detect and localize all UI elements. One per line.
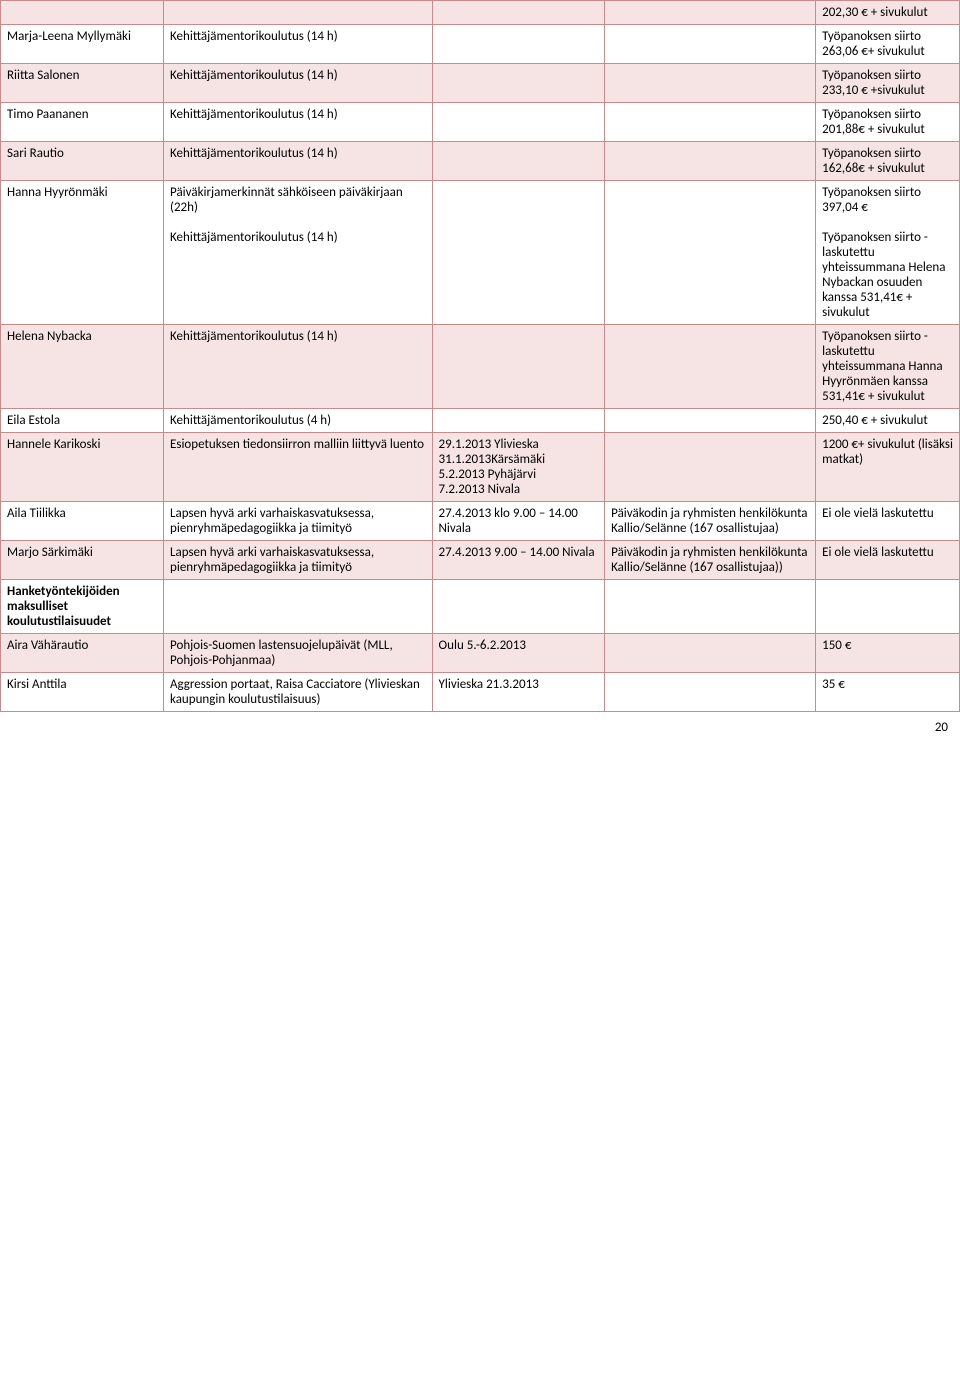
table-row: Aira VähärautioPohjois-Suomen lastensuoj… [1,634,960,673]
table-cell: Ylivieska 21.3.2013 [432,673,605,712]
table-cell [605,1,816,25]
table-cell: Kehittäjämentorikoulutus (14 h) [164,64,433,103]
data-table: 202,30 € + sivukulutMarja-Leena Myllymäk… [0,0,960,712]
table-cell: Riitta Salonen [1,64,164,103]
table-cell: Hanna Hyyrönmäki [1,181,164,325]
table-cell [605,433,816,502]
table-cell [432,580,605,634]
table-cell: Työpanoksen siirto 397,04 €Työpanoksen s… [816,181,960,325]
page-number: 20 [0,712,960,735]
table-row: Kirsi AnttilaAggression portaat, Raisa C… [1,673,960,712]
table-row: 202,30 € + sivukulut [1,1,960,25]
table-cell: Aila Tiilikka [1,502,164,541]
table-cell [605,325,816,409]
table-cell: Marjo Särkimäki [1,541,164,580]
table-cell [605,673,816,712]
table-cell: 150 € [816,634,960,673]
table-cell: Työpanoksen siirto 201,88€ + sivukulut [816,103,960,142]
table-cell: Oulu 5.-6.2.2013 [432,634,605,673]
table-row: Riitta SalonenKehittäjämentorikoulutus (… [1,64,960,103]
table-cell: Esiopetuksen tiedonsiirron malliin liitt… [164,433,433,502]
table-cell [605,103,816,142]
table-cell: Päiväkirjamerkinnät sähköiseen päiväkirj… [164,181,433,325]
table-cell: Kehittäjämentorikoulutus (14 h) [164,142,433,181]
table-row: Marja-Leena MyllymäkiKehittäjämentorikou… [1,25,960,64]
table-cell: Pohjois-Suomen lastensuojelupäivät (MLL,… [164,634,433,673]
table-cell: Lapsen hyvä arki varhaiskasvatuksessa, p… [164,502,433,541]
table-row: Hannele KarikoskiEsiopetuksen tiedonsiir… [1,433,960,502]
table-cell: Hanketyöntekijöiden maksulliset koulutus… [1,580,164,634]
table-cell: 250,40 € + sivukulut [816,409,960,433]
table-cell [605,409,816,433]
table-cell: Päiväkodin ja ryhmisten henkilökunta Kal… [605,541,816,580]
table-cell: Kehittäjämentorikoulutus (14 h) [164,325,433,409]
table-cell [432,409,605,433]
table-cell: Työpanoksen siirto - laskutettu yhteissu… [816,325,960,409]
table-cell [432,103,605,142]
table-cell [1,1,164,25]
table-cell: Aggression portaat, Raisa Cacciatore (Yl… [164,673,433,712]
table-cell [164,1,433,25]
table-cell [432,64,605,103]
table-cell: Kirsi Anttila [1,673,164,712]
table-cell [605,580,816,634]
table-cell: Hannele Karikoski [1,433,164,502]
table-row: Marjo SärkimäkiLapsen hyvä arki varhaisk… [1,541,960,580]
table-cell: Aira Vähärautio [1,634,164,673]
table-cell [164,580,433,634]
table-cell [605,142,816,181]
table-cell [816,580,960,634]
table-cell: Työpanoksen siirto 162,68€ + sivukulut [816,142,960,181]
table-cell: 202,30 € + sivukulut [816,1,960,25]
table-cell: Lapsen hyvä arki varhaiskasvatuksessa, p… [164,541,433,580]
table-cell: Helena Nybacka [1,325,164,409]
table-cell: Sari Rautio [1,142,164,181]
table-cell [432,325,605,409]
table-row: Timo PaananenKehittäjämentorikoulutus (1… [1,103,960,142]
table-row: Sari RautioKehittäjämentorikoulutus (14 … [1,142,960,181]
table-cell: Kehittäjämentorikoulutus (14 h) [164,25,433,64]
table-cell: 1200 €+ sivukulut (lisäksi matkat) [816,433,960,502]
table-cell [432,142,605,181]
table-cell: Työpanoksen siirto 233,10 € +sivukulut [816,64,960,103]
table-cell: Ei ole vielä laskutettu [816,502,960,541]
table-row: Hanna HyyrönmäkiPäiväkirjamerkinnät sähk… [1,181,960,325]
table-cell: Marja-Leena Myllymäki [1,25,164,64]
table-cell [432,25,605,64]
table-row: Helena NybackaKehittäjämentorikoulutus (… [1,325,960,409]
table-cell: Eila Estola [1,409,164,433]
table-cell: Kehittäjämentorikoulutus (4 h) [164,409,433,433]
table-row: Hanketyöntekijöiden maksulliset koulutus… [1,580,960,634]
table-cell [432,1,605,25]
table-cell: 27.4.2013 klo 9.00 – 14.00 Nivala [432,502,605,541]
table-cell: Työpanoksen siirto 263,06 €+ sivukulut [816,25,960,64]
table-row: Eila EstolaKehittäjämentorikoulutus (4 h… [1,409,960,433]
table-cell: Timo Paananen [1,103,164,142]
table-cell [605,634,816,673]
table-cell: Päiväkodin ja ryhmisten henkilökunta Kal… [605,502,816,541]
table-cell: Kehittäjämentorikoulutus (14 h) [164,103,433,142]
table-cell [605,25,816,64]
table-cell [605,64,816,103]
table-cell: 27.4.2013 9.00 – 14.00 Nivala [432,541,605,580]
table-cell [605,181,816,325]
table-cell: 35 € [816,673,960,712]
table-cell [432,181,605,325]
table-cell: Ei ole vielä laskutettu [816,541,960,580]
table-cell: 29.1.2013 Ylivieska31.1.2013Kärsämäki5.2… [432,433,605,502]
table-row: Aila TiilikkaLapsen hyvä arki varhaiskas… [1,502,960,541]
